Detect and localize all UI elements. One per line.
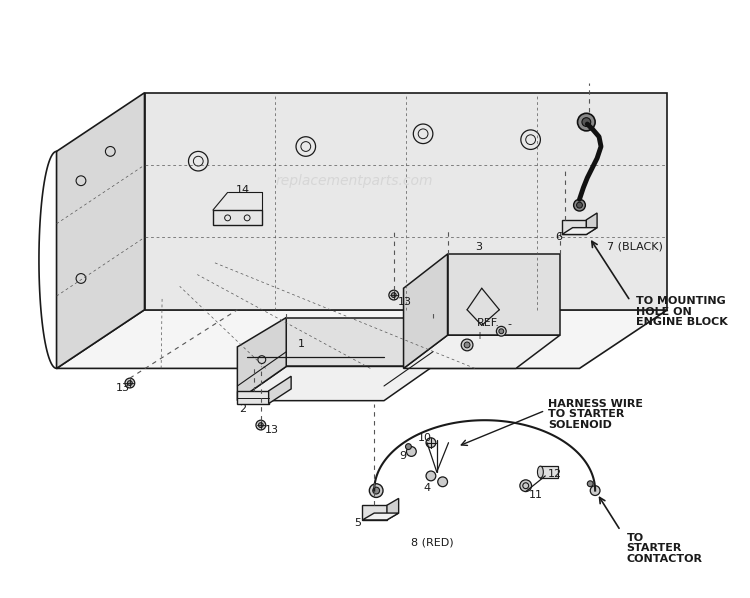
Text: TO: TO: [626, 532, 644, 542]
Polygon shape: [562, 228, 597, 234]
Circle shape: [590, 486, 600, 496]
Text: +: +: [475, 331, 483, 341]
Text: 14: 14: [236, 185, 250, 196]
Circle shape: [461, 339, 473, 351]
Circle shape: [574, 199, 585, 211]
Polygon shape: [362, 505, 387, 520]
Ellipse shape: [538, 466, 543, 478]
Circle shape: [496, 327, 506, 336]
Polygon shape: [237, 391, 268, 404]
Circle shape: [426, 471, 436, 481]
Circle shape: [520, 480, 532, 492]
Circle shape: [406, 444, 411, 450]
Polygon shape: [404, 254, 448, 368]
Text: SOLENOID: SOLENOID: [548, 420, 612, 430]
Polygon shape: [586, 213, 597, 234]
Polygon shape: [448, 254, 560, 335]
Polygon shape: [268, 376, 291, 404]
Polygon shape: [404, 335, 560, 368]
Polygon shape: [56, 310, 668, 368]
Polygon shape: [213, 210, 262, 225]
Text: 10: 10: [419, 433, 432, 443]
Circle shape: [438, 477, 448, 487]
Text: 9: 9: [400, 451, 406, 462]
Text: TO MOUNTING: TO MOUNTING: [636, 296, 726, 306]
Circle shape: [125, 378, 135, 388]
Text: ENGINE BLOCK: ENGINE BLOCK: [636, 318, 728, 328]
Polygon shape: [541, 466, 558, 478]
Polygon shape: [387, 498, 399, 520]
Text: HARNESS WIRE: HARNESS WIRE: [548, 399, 644, 408]
Polygon shape: [145, 93, 668, 310]
Polygon shape: [237, 318, 286, 401]
Text: TO STARTER: TO STARTER: [548, 410, 625, 419]
Circle shape: [392, 292, 396, 298]
Polygon shape: [286, 318, 433, 367]
Circle shape: [259, 423, 263, 428]
Circle shape: [426, 438, 436, 447]
Text: 13: 13: [398, 297, 412, 307]
Text: 7 (BLACK): 7 (BLACK): [607, 241, 663, 251]
Text: 1: 1: [298, 339, 305, 349]
Circle shape: [256, 420, 266, 430]
Polygon shape: [56, 93, 145, 368]
Circle shape: [406, 447, 416, 456]
Polygon shape: [237, 367, 433, 401]
Text: 11: 11: [529, 490, 543, 501]
Circle shape: [389, 290, 399, 300]
Text: 12: 12: [548, 469, 562, 479]
Circle shape: [369, 484, 383, 498]
Text: REF.: REF.: [477, 319, 500, 328]
Text: 8 (RED): 8 (RED): [411, 538, 454, 547]
Text: 13: 13: [116, 383, 130, 393]
Text: HOLE ON: HOLE ON: [636, 307, 692, 317]
Text: CONTACTOR: CONTACTOR: [626, 554, 703, 564]
Text: -: -: [507, 319, 512, 329]
Circle shape: [128, 380, 132, 386]
Circle shape: [464, 342, 470, 348]
Text: 13: 13: [265, 425, 279, 435]
Circle shape: [582, 118, 591, 126]
Circle shape: [587, 481, 593, 487]
Circle shape: [499, 329, 504, 334]
Text: 3: 3: [475, 242, 482, 252]
Text: 5: 5: [355, 518, 362, 528]
Text: replacementparts.com: replacementparts.com: [276, 174, 434, 188]
Polygon shape: [562, 220, 586, 234]
Circle shape: [577, 202, 583, 208]
Text: STARTER: STARTER: [626, 543, 682, 553]
Text: 6: 6: [555, 233, 562, 242]
Text: 4: 4: [423, 483, 430, 493]
Circle shape: [373, 487, 380, 494]
Circle shape: [578, 113, 596, 131]
Polygon shape: [362, 513, 399, 520]
Text: 2: 2: [239, 404, 247, 414]
